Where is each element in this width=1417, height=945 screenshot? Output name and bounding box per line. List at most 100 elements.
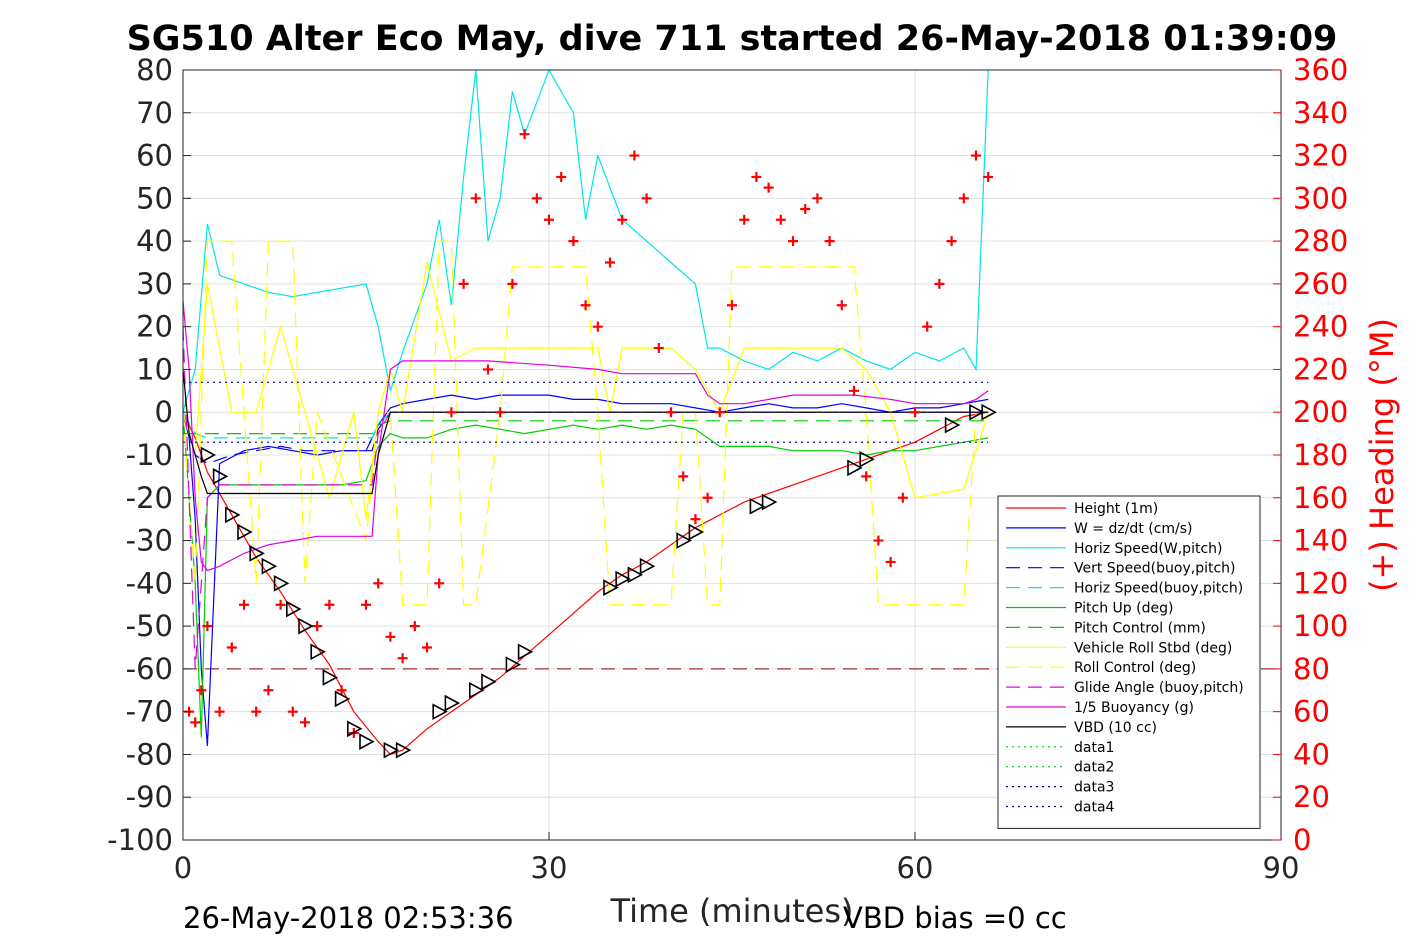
- legend-label: data4: [1074, 800, 1115, 816]
- heading-point: [836, 300, 847, 311]
- heading-point: [531, 193, 542, 204]
- heading-point: [190, 717, 201, 728]
- legend: Height (1m) W = dz/dt (cm/s) Horiz Speed(W…: [997, 495, 1261, 829]
- glider-marker: [981, 403, 997, 421]
- heading-point: [946, 236, 957, 247]
- legend-item: data3: [1006, 780, 1114, 796]
- y-right-tick-label: 40: [1293, 737, 1330, 771]
- heading-point: [422, 642, 432, 653]
- legend-item: data2: [1006, 760, 1114, 776]
- heading-point: [324, 599, 335, 610]
- legend-item: W = dz/dt (cm/s): [1006, 521, 1193, 537]
- legend-item: Vehicle Roll Stbd (deg): [1006, 640, 1232, 656]
- heading-point: [287, 706, 298, 717]
- y-right-tick-label: 300: [1293, 181, 1348, 215]
- heading-point: [922, 321, 933, 332]
- heading-point: [641, 193, 652, 204]
- glider-marker: [847, 459, 863, 477]
- x-tick-label: 0: [174, 851, 192, 885]
- glider-marker: [286, 600, 302, 618]
- glider-marker: [322, 669, 339, 686]
- footer-vbd-bias: VBD bias =0 cc: [843, 901, 1067, 935]
- glider-marker: [237, 523, 253, 541]
- glider-marker: [200, 446, 217, 464]
- glider-marker: [383, 741, 400, 759]
- heading-point: [397, 653, 408, 664]
- heading-point: [617, 214, 628, 225]
- heading-point: [812, 193, 823, 204]
- glider-marker: [395, 741, 412, 759]
- y-right-tick-label: 160: [1293, 481, 1348, 515]
- glider-marker: [249, 545, 265, 562]
- legend-box: [997, 495, 1261, 829]
- legend-item: Height (1m): [1006, 501, 1158, 517]
- heading-point: [434, 578, 445, 589]
- glider-marker: [761, 493, 778, 511]
- y-tick-label: 70: [136, 96, 173, 130]
- heading-point: [507, 278, 518, 289]
- glider-marker: [603, 579, 619, 596]
- y-right-tick-label: 200: [1293, 395, 1348, 429]
- heading-point: [873, 535, 884, 546]
- glider-marker: [273, 574, 290, 592]
- footer-timestamp: 26-May-2018 02:53:36: [183, 901, 514, 935]
- heading-point: [678, 471, 689, 482]
- chart-title: SG510 Alter Eco May, dive 711 started 26…: [127, 19, 1338, 59]
- heading-point: [373, 578, 384, 589]
- heading-point: [568, 236, 579, 247]
- y-right-tick-label: 80: [1293, 652, 1330, 686]
- y-right-tick-label: 60: [1293, 695, 1330, 729]
- glider-marker: [261, 557, 278, 575]
- y-right-tick-label: 360: [1293, 53, 1348, 87]
- glider-marker: [676, 532, 692, 549]
- x-axis: 0 30 60 90: [174, 832, 1299, 885]
- legend-item: Horiz Speed(buoy,pitch): [1006, 581, 1243, 597]
- glider-marker: [639, 557, 656, 575]
- y-right-tick-label: 240: [1293, 310, 1348, 344]
- legend-label: data1: [1074, 740, 1114, 756]
- heading-point: [556, 171, 567, 182]
- heading-point: [239, 599, 249, 610]
- heading-point: [800, 204, 811, 215]
- legend-item: data4: [1006, 800, 1115, 816]
- x-axis-label: Time (minutes): [610, 892, 854, 930]
- glider-marker: [969, 403, 985, 421]
- x-tick-label: 30: [531, 851, 568, 885]
- series-line-pitch-control-mm: [183, 420, 989, 435]
- heading-point: [446, 407, 457, 418]
- glider-marker: [688, 523, 705, 541]
- series-line-height-1m: [182, 411, 989, 756]
- glider-marker: [627, 566, 644, 584]
- y-tick-label: 40: [136, 224, 173, 258]
- legend-item: Vert Speed(buoy,pitch): [1006, 561, 1236, 577]
- heading-point: [958, 193, 969, 204]
- y-right-tick-label: 120: [1293, 566, 1348, 600]
- heading-point: [470, 193, 481, 204]
- heading-point: [775, 214, 786, 225]
- heading-point: [727, 300, 737, 311]
- right-axis-label: (+) Heading (°M): [1363, 318, 1401, 592]
- glider-marker: [432, 703, 448, 721]
- y-right-tick-label: 0: [1293, 823, 1311, 857]
- y-right-tick-label: 20: [1293, 780, 1330, 814]
- legend-label: VBD (10 cc): [1074, 720, 1157, 736]
- heading-point: [214, 706, 225, 717]
- right-axis: 3603403203002802602402202001801601401201…: [1273, 53, 1348, 857]
- heading-point: [849, 385, 859, 396]
- legend-label: Horiz Speed(buoy,pitch): [1074, 581, 1243, 597]
- legend-item: 1/5 Buoyancy (g): [1006, 700, 1194, 716]
- legend-item: Pitch Control (mm): [1006, 620, 1206, 636]
- y-tick-label: -80: [126, 737, 173, 771]
- heading-point: [861, 471, 872, 482]
- heading-point: [763, 182, 774, 193]
- legend-label: Height (1m): [1074, 501, 1158, 517]
- heading-point: [702, 492, 713, 503]
- heading-point: [409, 621, 420, 632]
- y-tick-label: -100: [107, 823, 173, 857]
- y-tick-label: -90: [126, 780, 173, 814]
- legend-label: Pitch Control (mm): [1074, 620, 1206, 636]
- heading-point: [544, 214, 554, 225]
- heading-point: [483, 364, 493, 375]
- legend-item: data1: [1006, 740, 1114, 756]
- y-right-tick-label: 280: [1293, 224, 1348, 258]
